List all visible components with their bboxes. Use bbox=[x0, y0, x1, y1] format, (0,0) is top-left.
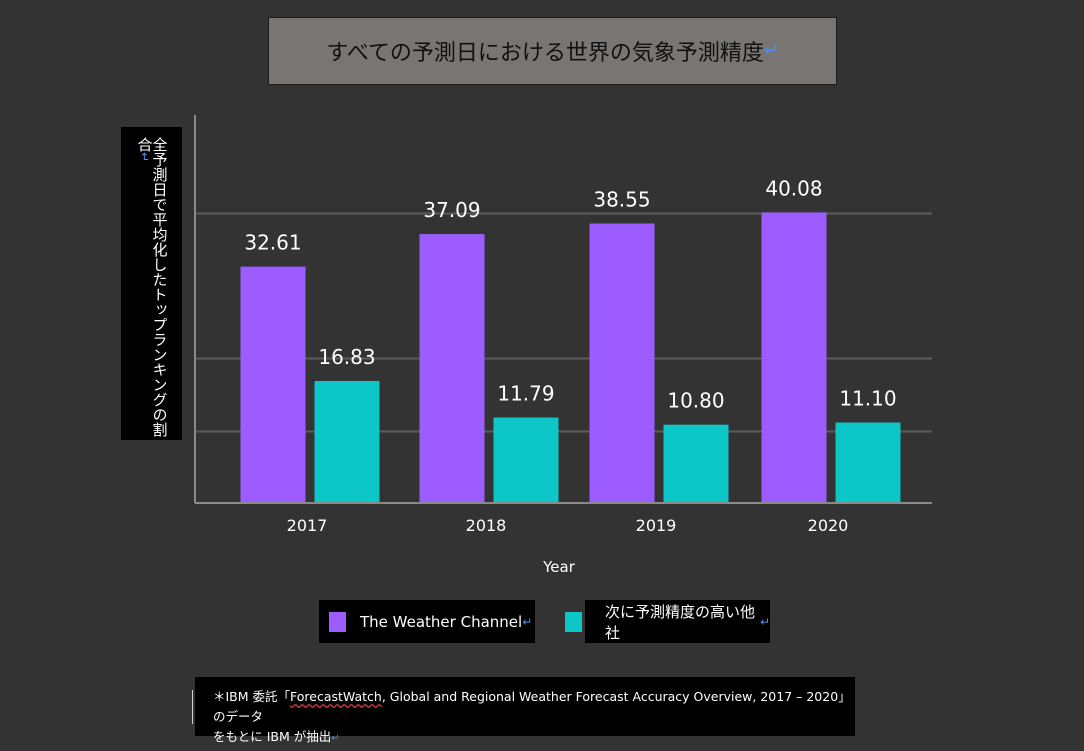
legend-label-weather-channel: The Weather Channel ↵ bbox=[360, 600, 532, 643]
return-mark: ↵ bbox=[137, 152, 152, 163]
legend-label-competitor-text: 次に予測精度の高い他社 bbox=[605, 602, 756, 642]
legend-label-competitor: 次に予測精度の高い他社 ↵ bbox=[605, 600, 770, 643]
footnote-suffix: , Global and Regional Weather Forecast A… bbox=[213, 689, 845, 724]
bar-competitor-2017 bbox=[314, 380, 380, 503]
return-mark: ↵ bbox=[331, 733, 340, 744]
data-label: 11.10 bbox=[839, 387, 896, 411]
x-axis-label: Year bbox=[542, 558, 576, 576]
bar-weather-channel-2019 bbox=[589, 223, 655, 503]
legend-label-weather-channel-text: The Weather Channel bbox=[360, 612, 523, 631]
data-label: 38.55 bbox=[593, 188, 650, 212]
bar-weather-channel-2020 bbox=[761, 212, 827, 504]
chart-title: すべての予測日における世界の気象予測精度 ↵ bbox=[268, 17, 837, 85]
data-label: 32.61 bbox=[244, 231, 301, 255]
x-tick-label: 2018 bbox=[466, 516, 507, 535]
footnote: ＊IBM 委託「ForecastWatch, Global and Region… bbox=[195, 677, 855, 744]
data-labels: 32.61 16.83 37.09 11.79 38.55 10.80 40.08 11.10 bbox=[244, 176, 896, 412]
footnote-cursor-line bbox=[192, 690, 193, 724]
footnote-line-1: ＊IBM 委託「ForecastWatch, Global and Region… bbox=[213, 687, 847, 727]
return-mark: ↵ bbox=[522, 614, 533, 629]
bars bbox=[240, 212, 901, 504]
axes bbox=[194, 115, 932, 504]
bar-competitor-2018 bbox=[493, 417, 559, 503]
data-label: 37.09 bbox=[423, 198, 480, 222]
y-axis-label: 全予測日で平均化したトップランキングの割合↵ bbox=[135, 137, 169, 440]
legend-swatch-weather-channel bbox=[329, 612, 346, 632]
data-label: 40.08 bbox=[765, 176, 822, 200]
data-label: 16.83 bbox=[318, 345, 375, 369]
x-tick-label: 2020 bbox=[808, 516, 849, 535]
x-tick-label: 2019 bbox=[636, 516, 677, 535]
footnote-underlined: ForecastWatch bbox=[290, 689, 382, 704]
return-mark: ↵ bbox=[763, 41, 779, 61]
legend-item-competitor: 次に予測精度の高い他社 ↵ bbox=[563, 600, 770, 643]
y-axis-label-text: 全予測日で平均化したトップランキングの割合 bbox=[135, 137, 169, 437]
x-tick-labels: 2017 2018 2019 2020 bbox=[287, 516, 849, 535]
footnote-line-2: をもとに IBM が抽出↵ bbox=[213, 727, 847, 749]
bar-weather-channel-2017 bbox=[240, 266, 306, 503]
legend-label-competitor-bg bbox=[585, 600, 770, 643]
chart-title-text: すべての予測日における世界の気象予測精度 bbox=[326, 41, 764, 66]
x-tick-label: 2017 bbox=[287, 516, 328, 535]
bar-weather-channel-2018 bbox=[419, 234, 485, 503]
bar-competitor-2020 bbox=[835, 422, 901, 503]
footnote-prefix: ＊IBM 委託「 bbox=[213, 689, 291, 704]
bar-chart: 32.61 16.83 37.09 11.79 38.55 10.80 40.08 11.10… bbox=[194, 115, 932, 576]
data-label: 11.79 bbox=[497, 382, 554, 406]
data-label: 10.80 bbox=[667, 389, 724, 413]
bar-competitor-2019 bbox=[663, 424, 729, 503]
footnote-line-2-text: をもとに IBM が抽出 bbox=[213, 729, 332, 744]
return-mark: ↵ bbox=[759, 614, 770, 629]
y-axis-label-box: 全予測日で平均化したトップランキングの割合↵ bbox=[121, 127, 182, 440]
legend-item-weather-channel: The Weather Channel ↵ bbox=[319, 600, 535, 643]
legend-swatch-competitor bbox=[565, 612, 582, 632]
